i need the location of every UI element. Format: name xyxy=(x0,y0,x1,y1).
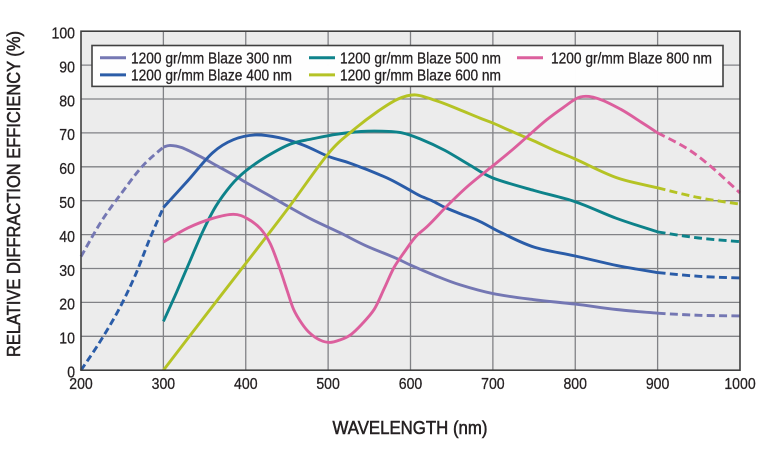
svg-text:40: 40 xyxy=(59,229,75,246)
svg-text:10: 10 xyxy=(59,331,75,348)
svg-text:200: 200 xyxy=(69,376,93,393)
svg-text:700: 700 xyxy=(481,376,505,393)
svg-text:800: 800 xyxy=(563,376,587,393)
svg-text:600: 600 xyxy=(399,376,423,393)
svg-text:30: 30 xyxy=(59,263,75,280)
svg-text:0: 0 xyxy=(67,365,75,382)
svg-text:1200 gr/mm Blaze 500 nm: 1200 gr/mm Blaze 500 nm xyxy=(340,50,501,67)
svg-text:1200 gr/mm Blaze 400 nm: 1200 gr/mm Blaze 400 nm xyxy=(131,67,292,84)
svg-text:300: 300 xyxy=(152,376,176,393)
svg-text:1000: 1000 xyxy=(724,376,755,393)
svg-text:RELATIVE DIFFRACTION EFFICIENC: RELATIVE DIFFRACTION EFFICIENCY (%) xyxy=(3,31,24,357)
svg-text:20: 20 xyxy=(59,297,75,314)
svg-text:900: 900 xyxy=(646,376,670,393)
svg-text:90: 90 xyxy=(59,59,75,76)
svg-text:500: 500 xyxy=(316,376,340,393)
svg-text:70: 70 xyxy=(59,127,75,144)
svg-text:100: 100 xyxy=(52,26,76,43)
svg-text:WAVELENGTH (nm): WAVELENGTH (nm) xyxy=(333,417,488,438)
svg-text:1200 gr/mm Blaze 600 nm: 1200 gr/mm Blaze 600 nm xyxy=(340,67,501,84)
svg-text:60: 60 xyxy=(59,161,75,178)
svg-text:1200 gr/mm Blaze 800 nm: 1200 gr/mm Blaze 800 nm xyxy=(551,50,712,67)
svg-text:1200 gr/mm Blaze 300 nm: 1200 gr/mm Blaze 300 nm xyxy=(131,50,292,67)
svg-text:50: 50 xyxy=(59,195,75,212)
svg-text:80: 80 xyxy=(59,93,75,110)
svg-text:400: 400 xyxy=(234,376,258,393)
